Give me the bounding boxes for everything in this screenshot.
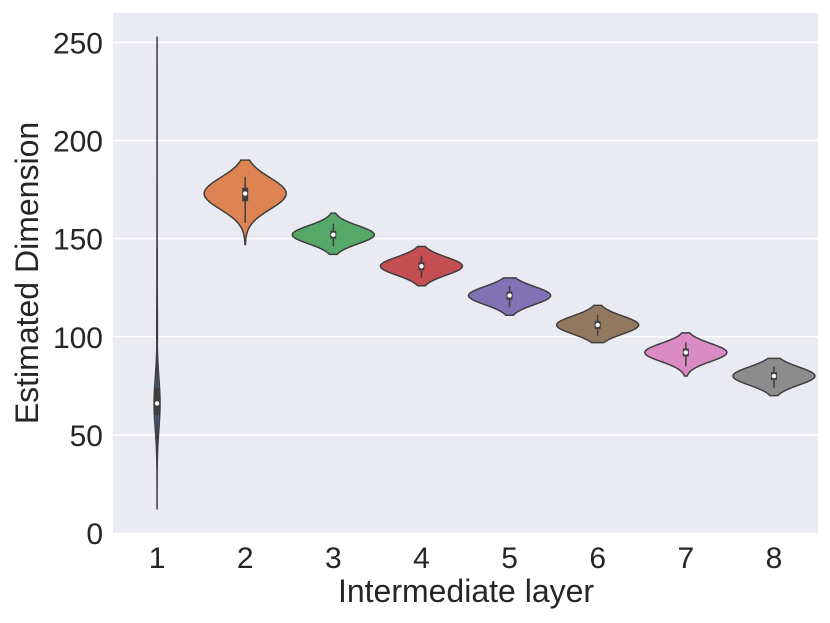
median-point-8 <box>771 373 777 379</box>
y-tick-label: 250 <box>53 27 103 60</box>
x-tick-label: 3 <box>325 542 342 575</box>
x-tick-label: 8 <box>766 542 783 575</box>
median-point-3 <box>331 232 336 237</box>
plot-area <box>113 13 818 533</box>
y-tick-label: 200 <box>53 126 103 159</box>
x-tick-labels: 1 2 3 4 5 6 7 8 <box>149 542 783 575</box>
y-tick-label: 150 <box>53 224 103 257</box>
x-tick-label: 2 <box>237 542 254 575</box>
median-point-7 <box>683 350 689 355</box>
median-point-2 <box>242 191 248 196</box>
median-point-6 <box>595 322 600 328</box>
y-tick-label: 50 <box>70 420 103 453</box>
y-tick-labels: 0 50 100 150 200 250 <box>53 27 103 551</box>
x-tick-label: 1 <box>149 542 166 575</box>
x-tick-label: 7 <box>677 542 694 575</box>
x-tick-label: 6 <box>589 542 606 575</box>
y-axis-label: Estimated Dimension <box>9 122 45 424</box>
grid-lines <box>113 41 818 436</box>
violins <box>153 36 816 510</box>
median-point-5 <box>507 293 512 298</box>
x-tick-label: 5 <box>501 542 518 575</box>
median-point-4 <box>419 263 424 269</box>
y-tick-label: 100 <box>53 322 103 355</box>
y-tick-label: 0 <box>86 518 103 551</box>
x-axis-label: Intermediate layer <box>338 573 594 609</box>
x-tick-label: 4 <box>413 542 430 575</box>
median-point-1 <box>154 401 160 406</box>
